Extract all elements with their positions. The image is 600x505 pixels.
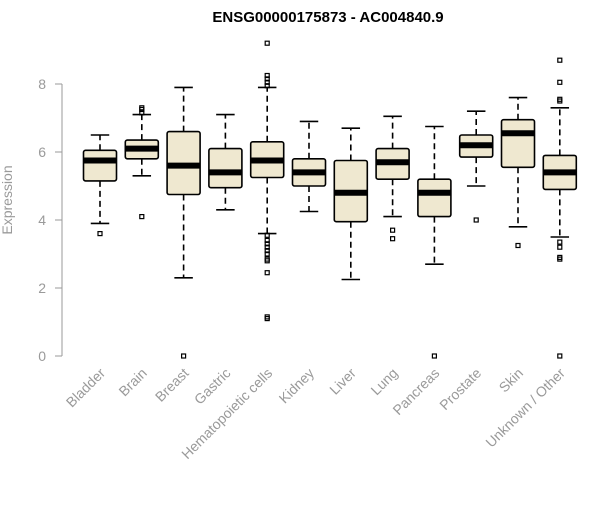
outlier-point	[264, 251, 270, 257]
x-tick-label: Brain	[115, 365, 149, 399]
outlier-point	[557, 353, 563, 359]
x-tick-label: Skin	[496, 365, 527, 396]
box-group	[208, 113, 243, 211]
y-tick-label: 8	[38, 76, 46, 92]
box-group	[249, 40, 285, 322]
outlier-point	[139, 214, 145, 220]
box	[417, 178, 452, 218]
outlier-point	[264, 316, 270, 322]
box-group	[124, 105, 160, 220]
outlier-point	[181, 353, 187, 359]
box-group	[542, 57, 578, 359]
outlier-point	[264, 79, 270, 85]
x-tick-label: Unknown / Other	[482, 365, 568, 451]
outlier-point	[97, 231, 103, 237]
outlier-point	[557, 239, 563, 245]
y-axis-label: Expression	[0, 165, 15, 234]
outlier-point	[264, 270, 270, 276]
outlier-point	[264, 258, 270, 264]
box	[208, 147, 243, 189]
outlier-point	[139, 105, 145, 111]
y-tick-label: 6	[38, 144, 46, 160]
box	[82, 149, 118, 182]
outlier-point	[473, 217, 479, 223]
outlier-point	[557, 244, 563, 250]
box-group	[375, 115, 410, 242]
outlier-point	[557, 79, 563, 85]
box	[500, 118, 536, 169]
box-group	[458, 110, 494, 223]
boxes	[82, 40, 578, 359]
outlier-point	[264, 40, 270, 46]
x-tick-label: Breast	[152, 365, 192, 405]
outlier-point	[264, 248, 270, 254]
y-tick-label: 2	[38, 280, 46, 296]
chart-title: ENSG00000175873 - AC004840.9	[212, 9, 443, 26]
box-group	[500, 96, 536, 249]
box-group	[82, 134, 118, 237]
outlier-point	[390, 236, 396, 242]
outlier-point	[557, 57, 563, 63]
outlier-point	[390, 227, 396, 233]
box-group	[417, 125, 452, 359]
outlier-point	[431, 353, 437, 359]
y-tick-label: 4	[38, 212, 46, 228]
x-tick-label: Lung	[367, 365, 400, 398]
y-axis: 0 2 4 6 8	[38, 76, 63, 364]
x-tick-label: Liver	[326, 365, 359, 398]
x-tick-label: Kidney	[276, 365, 318, 407]
outlier-point	[264, 83, 270, 89]
x-tick-label: Bladder	[63, 365, 109, 411]
outlier-point	[264, 232, 270, 238]
x-tick-label: Prostate	[436, 365, 484, 413]
outlier-point	[557, 256, 563, 262]
outlier-point	[264, 241, 270, 247]
box-group	[291, 120, 327, 213]
box-group	[333, 127, 369, 281]
y-tick-label: 0	[38, 348, 46, 364]
outlier-point	[557, 98, 563, 104]
outlier-point	[515, 242, 521, 249]
box-group	[166, 86, 201, 359]
